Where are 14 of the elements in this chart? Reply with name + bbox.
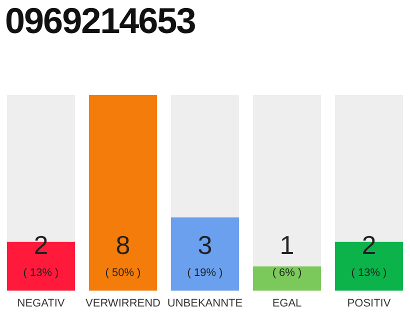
data-label: 3 — [198, 230, 212, 260]
data-label: 1 — [280, 230, 294, 260]
x-tick-label: POSITIV — [347, 297, 392, 310]
x-tick-label: VERWIRREND — [86, 297, 161, 310]
x-tick-label: NEGATIV — [17, 297, 66, 310]
annotation: ( 13% ) — [351, 266, 387, 279]
chart-title: 0969214653 — [5, 0, 196, 42]
x-tick-label: EGAL — [272, 297, 302, 310]
annotation: ( 50% ) — [105, 266, 141, 279]
data-label: 8 — [116, 230, 130, 260]
annotation: ( 13% ) — [23, 266, 59, 279]
x-tick-label: UNBEKANNTE — [167, 297, 243, 310]
annotation: ( 6% ) — [272, 266, 302, 279]
annotation: ( 19% ) — [187, 266, 223, 279]
